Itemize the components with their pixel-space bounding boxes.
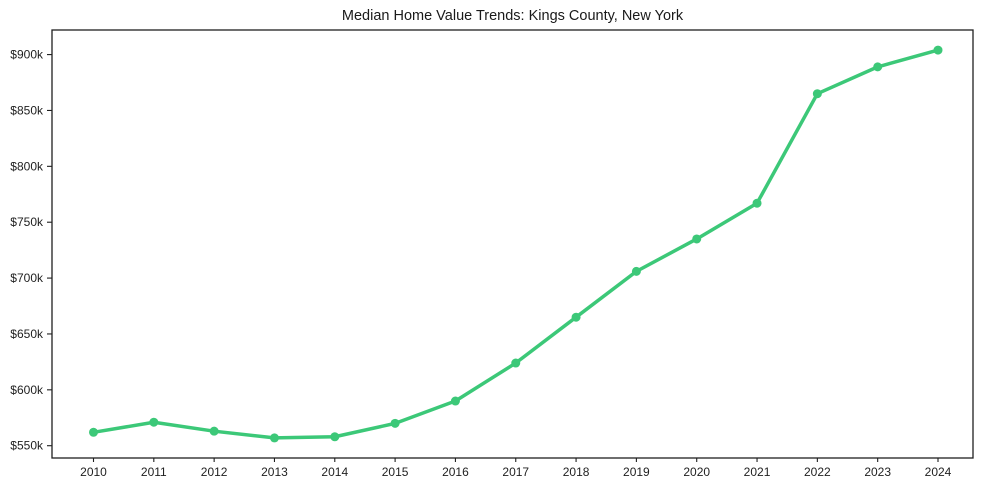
x-tick-label: 2019	[623, 465, 650, 479]
chart-title: Median Home Value Trends: Kings County, …	[341, 8, 684, 24]
data-point-marker	[812, 89, 822, 99]
x-tick-label: 2018	[563, 465, 590, 479]
data-point-marker	[390, 418, 400, 428]
x-tick-label: 2020	[683, 465, 710, 479]
x-tick-label: 2023	[864, 465, 891, 479]
data-point-marker	[450, 396, 460, 406]
y-tick-label: $750k	[10, 215, 44, 229]
plot-frame	[51, 29, 974, 459]
data-point-marker	[269, 433, 279, 443]
data-point-marker	[933, 45, 943, 55]
median-value-line	[91, 48, 940, 440]
data-point-marker	[330, 432, 340, 442]
y-tick-label: $650k	[10, 327, 44, 341]
data-point-marker	[752, 198, 762, 208]
x-tick-label: 2022	[804, 465, 831, 479]
data-point-marker	[89, 427, 98, 437]
x-tick-label: 2010	[80, 465, 107, 479]
data-point-marker	[209, 426, 219, 436]
y-tick-label: $900k	[10, 48, 44, 62]
y-tick-label: $700k	[10, 271, 44, 285]
x-tick-label: 2014	[321, 465, 348, 479]
y-tick-label: $800k	[10, 159, 44, 173]
y-tick-label: $850k	[10, 103, 44, 117]
y-tick-label: $600k	[10, 383, 44, 397]
data-point-marker	[631, 266, 641, 276]
data-point-marker	[571, 312, 581, 322]
x-tick-label: 2015	[382, 465, 409, 479]
data-point-marker	[873, 62, 883, 72]
data-point-marker	[692, 234, 702, 244]
x-tick-label: 2017	[502, 465, 529, 479]
y-tick-label: $550k	[10, 439, 44, 453]
data-point-marker	[149, 417, 159, 427]
data-point-marker	[511, 358, 521, 368]
x-tick-label: 2012	[201, 465, 228, 479]
x-tick-label: 2024	[925, 465, 952, 479]
x-tick-label: 2011	[141, 465, 167, 479]
x-tick-label: 2021	[744, 465, 771, 479]
x-tick-label: 2013	[261, 465, 288, 479]
x-tick-label: 2016	[442, 465, 469, 479]
